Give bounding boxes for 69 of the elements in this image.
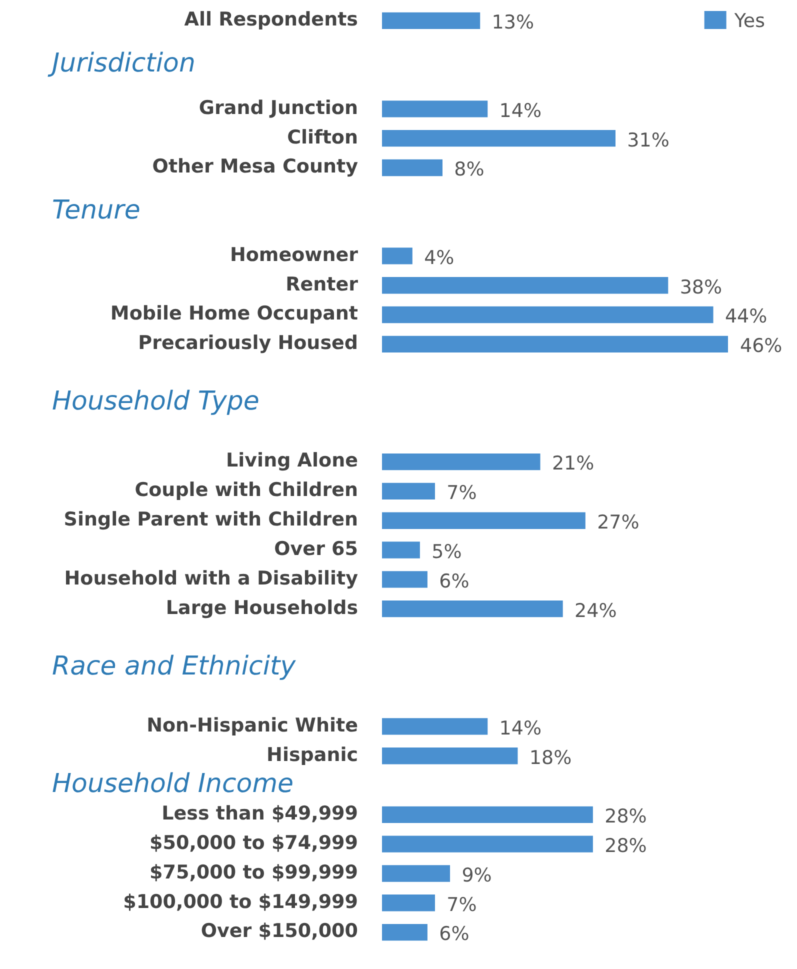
bar bbox=[382, 159, 443, 176]
bar bbox=[382, 806, 593, 823]
y-tick-label: Non-Hispanic White bbox=[146, 714, 358, 736]
bar bbox=[382, 571, 428, 588]
data-label: 46% bbox=[740, 335, 782, 358]
y-tick-label: $100,000 to $149,999 bbox=[123, 890, 358, 913]
data-label: 44% bbox=[724, 306, 768, 328]
y-tick-label: All Respondents bbox=[184, 8, 358, 31]
text: Race and Ethnicity bbox=[52, 651, 296, 682]
y-tick-label: Renter bbox=[286, 273, 359, 296]
y-tick-label: Homeowner bbox=[230, 244, 359, 266]
y-tick-label: Living Alone bbox=[226, 450, 358, 472]
y-tick-label: Other Mesa County bbox=[152, 156, 359, 178]
bar bbox=[382, 453, 540, 470]
data-label: 28% bbox=[604, 806, 647, 828]
data-label: 21% bbox=[552, 452, 594, 475]
y-tick-label: Mobile Home Occupant bbox=[110, 302, 358, 325]
y-tick-label: Over $150,000 bbox=[200, 920, 358, 942]
bar bbox=[382, 542, 420, 558]
y-tick-label: Less than $49,999 bbox=[162, 802, 358, 825]
y-tick-label: $50,000 to $74,999 bbox=[150, 832, 358, 854]
y-tick-label: Over 65 bbox=[274, 538, 358, 560]
data-label: 7% bbox=[446, 482, 477, 504]
y-tick-label: Couple with Children bbox=[134, 479, 358, 502]
data-label: 7% bbox=[446, 894, 477, 916]
bar bbox=[382, 512, 586, 529]
bar bbox=[382, 748, 518, 764]
bar bbox=[382, 865, 450, 882]
bar bbox=[382, 924, 428, 941]
legend-label: Yes bbox=[733, 10, 765, 32]
y-tick-label: Large Households bbox=[166, 596, 358, 619]
data-label: 13% bbox=[492, 12, 534, 34]
bar bbox=[382, 336, 728, 352]
bar bbox=[382, 600, 563, 618]
data-label: 4% bbox=[424, 246, 454, 269]
y-tick-label: Hispanic bbox=[266, 744, 358, 766]
data-label: 5% bbox=[432, 540, 462, 563]
bar bbox=[382, 482, 435, 500]
text: Household Income bbox=[52, 769, 294, 800]
text: Jurisdiction bbox=[47, 48, 196, 79]
data-label: 38% bbox=[680, 276, 722, 298]
bar bbox=[382, 248, 412, 264]
data-label: 24% bbox=[574, 600, 617, 622]
data-label: 28% bbox=[604, 835, 647, 858]
text: Household Type bbox=[52, 386, 260, 417]
y-tick-label: Household with a Disability bbox=[64, 567, 359, 590]
bar bbox=[382, 277, 668, 294]
data-label: 6% bbox=[439, 570, 470, 592]
data-label: 31% bbox=[627, 129, 670, 152]
y-tick-label: Grand Junction bbox=[198, 96, 358, 119]
data-label: 6% bbox=[439, 923, 470, 946]
data-label: 9% bbox=[462, 864, 492, 886]
data-label: 27% bbox=[597, 512, 640, 534]
bar bbox=[382, 718, 488, 735]
bar bbox=[382, 12, 480, 30]
bar bbox=[382, 100, 488, 118]
data-label: 18% bbox=[529, 746, 572, 769]
data-label: 14% bbox=[499, 717, 542, 740]
bar bbox=[382, 894, 435, 912]
data-label: 14% bbox=[499, 100, 542, 122]
y-tick-label: Clifton bbox=[287, 126, 358, 148]
text: Tenure bbox=[52, 196, 140, 226]
bar bbox=[382, 306, 714, 324]
bar bbox=[382, 130, 616, 147]
bar bbox=[382, 836, 593, 852]
y-tick-label: Single Parent with Children bbox=[64, 508, 358, 531]
data-label: 8% bbox=[454, 158, 484, 181]
y-tick-label: Precariously Housed bbox=[138, 332, 358, 354]
y-tick-label: $75,000 to $99,999 bbox=[150, 861, 358, 884]
